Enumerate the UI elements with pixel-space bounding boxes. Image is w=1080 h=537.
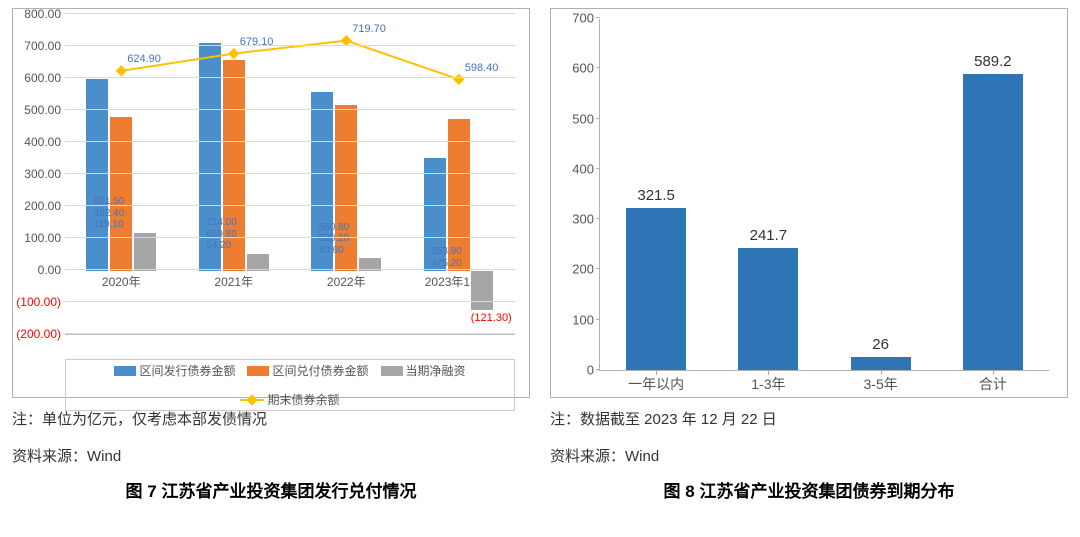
left-y-tick: 200.00: [24, 199, 65, 213]
right-x-label: 3-5年: [864, 374, 898, 394]
left-neg-value: (121.30): [471, 312, 512, 325]
chart-bar: [738, 248, 798, 370]
left-y-tick: 800.00: [24, 7, 65, 21]
left-line-value: 624.90: [127, 53, 161, 66]
left-y-tick: 600.00: [24, 71, 65, 85]
right-bar-value: 589.2: [974, 53, 1012, 70]
right-chart: 0100200300400500600700321.5一年以内241.71-3年…: [550, 8, 1068, 398]
right-note: 注：数据截至 2023 年 12 月 22 日: [550, 406, 1068, 435]
left-chart: 2020年601.50482.40119.102021年714.00659.80…: [12, 8, 530, 398]
left-y-tick: 500.00: [24, 103, 65, 117]
right-y-tick: 400: [572, 161, 600, 176]
right-panel: 0100200300400500600700321.5一年以内241.71-3年…: [550, 8, 1068, 529]
left-bar-value-labels: 560.80520.2040.60: [319, 222, 350, 257]
left-legend: 区间发行债券金额区间兑付债券金额当期净融资期末债券余额: [65, 359, 515, 411]
chart-bar: [851, 357, 911, 370]
left-y-tick: (100.00): [16, 295, 65, 309]
chart-bar: [626, 208, 686, 370]
left-bar-value-labels: 714.00659.8054.20: [206, 217, 237, 252]
legend-item: 区间发行债券金额: [114, 362, 235, 379]
right-bar-group: 321.5一年以内: [626, 208, 686, 370]
left-y-tick: 0.00: [38, 263, 65, 277]
right-bar-group: 263-5年: [851, 357, 911, 370]
left-category-group: 2022年560.80520.2040.60: [290, 15, 403, 271]
left-line-value: 598.40: [465, 62, 499, 75]
right-x-label: 1-3年: [751, 374, 785, 394]
left-title: 图 7 江苏省产业投资集团发行兑付情况: [12, 477, 530, 502]
chart-bar-negative: [471, 271, 493, 310]
right-source: 资料来源：Wind: [550, 443, 1068, 472]
right-y-tick: 300: [572, 212, 600, 227]
right-bar-value: 241.7: [750, 227, 788, 244]
left-y-tick: (200.00): [16, 327, 65, 341]
left-y-tick: 300.00: [24, 167, 65, 181]
left-y-tick: 400.00: [24, 135, 65, 149]
right-y-tick: 100: [572, 312, 600, 327]
left-line-value: 719.70: [352, 23, 386, 36]
right-y-tick: 500: [572, 111, 600, 126]
right-y-tick: 700: [572, 11, 600, 26]
legend-item: 当期净融资: [381, 362, 466, 379]
legend-item: 期末债券余额: [240, 391, 339, 408]
right-title: 图 8 江苏省产业投资集团债券到期分布: [550, 477, 1068, 502]
left-category-group: 2021年714.00659.8054.20: [178, 15, 291, 271]
left-y-tick: 100.00: [24, 231, 65, 245]
right-bar-group: 241.71-3年: [738, 248, 798, 370]
right-x-label: 合计: [979, 374, 1007, 394]
legend-item: 区间兑付债券金额: [247, 362, 368, 379]
left-category-group: 2023年1-9月353.90475.20: [403, 15, 516, 271]
chart-bar: [134, 233, 156, 271]
right-y-tick: 200: [572, 262, 600, 277]
right-bar-value: 26: [872, 336, 889, 353]
left-line-value: 679.10: [240, 36, 274, 49]
left-plot-area: 2020年601.50482.40119.102021年714.00659.80…: [65, 15, 515, 335]
right-bar-group: 589.2合计: [963, 74, 1023, 370]
left-negative-zone: (121.30): [65, 271, 515, 335]
left-panel: 2020年601.50482.40119.102021年714.00659.80…: [12, 8, 530, 529]
right-x-label: 一年以内: [628, 374, 684, 394]
chart-bar: [86, 79, 108, 271]
left-y-tick: 700.00: [24, 39, 65, 53]
left-bar-value-labels: 601.50482.40119.10: [94, 196, 125, 231]
right-bar-value: 321.5: [637, 187, 675, 204]
right-y-tick: 600: [572, 61, 600, 76]
chart-bar: [110, 117, 132, 271]
right-plot-area: 0100200300400500600700321.5一年以内241.71-3年…: [599, 19, 1049, 371]
left-bar-value-labels: 353.90475.20: [431, 246, 462, 269]
chart-bar: [963, 74, 1023, 370]
left-source: 资料来源：Wind: [12, 443, 530, 472]
right-y-tick: 0: [587, 363, 600, 378]
